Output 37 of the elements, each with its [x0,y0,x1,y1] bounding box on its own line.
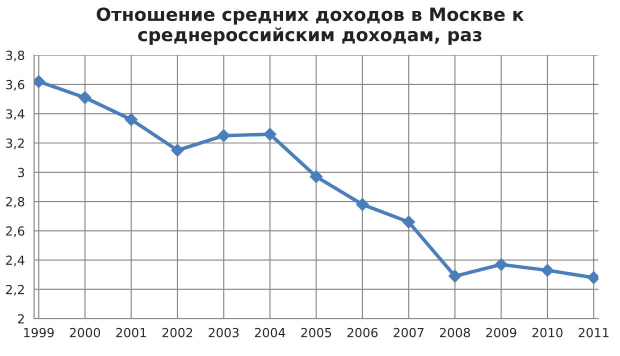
point [494,258,508,271]
y-tick-label: 2,4 [6,256,24,266]
x-tick-label: 2010 [532,328,563,338]
x-tick-label: 2007 [394,328,424,338]
y-tick-label: 2,2 [6,284,24,296]
x-tick-label: 2003 [208,328,239,338]
x-tick-label: 2001 [116,328,146,338]
point [448,270,462,283]
x-tick-label: 2005 [301,328,332,338]
point [171,144,184,157]
point [78,91,92,104]
point [217,129,230,142]
y-tick-label: 3,8 [6,50,24,62]
y-tick-label: 3,6 [6,80,24,91]
point [310,170,323,184]
point [541,264,554,277]
x-tick-label: 2004 [254,328,286,338]
y-tick-label: 3,2 [6,138,24,150]
x-tick-label: 2006 [347,328,378,338]
y-tick-label: 2,8 [6,197,24,208]
x-tick-label: 1999 [24,328,54,338]
point [264,128,276,141]
point [34,75,46,88]
point [587,271,598,284]
y-tick-label: 2 [18,314,24,324]
point [402,216,416,228]
point [124,113,138,126]
x-tick-label: 2008 [440,328,470,338]
y-tick-label: 3,4 [6,109,24,120]
point [356,198,369,211]
x-tick-label: 2002 [162,328,192,338]
y-tick-label: 2,6 [6,226,24,238]
x-tick-label: 2011 [578,328,608,338]
x-tick-label: 2009 [486,328,516,338]
y-tick-label: 3 [18,168,24,178]
chart-title: Отношение средних доходов в Москве к среднероссийским доходам, раз [96,7,524,45]
x-tick-label: 2000 [70,328,100,338]
